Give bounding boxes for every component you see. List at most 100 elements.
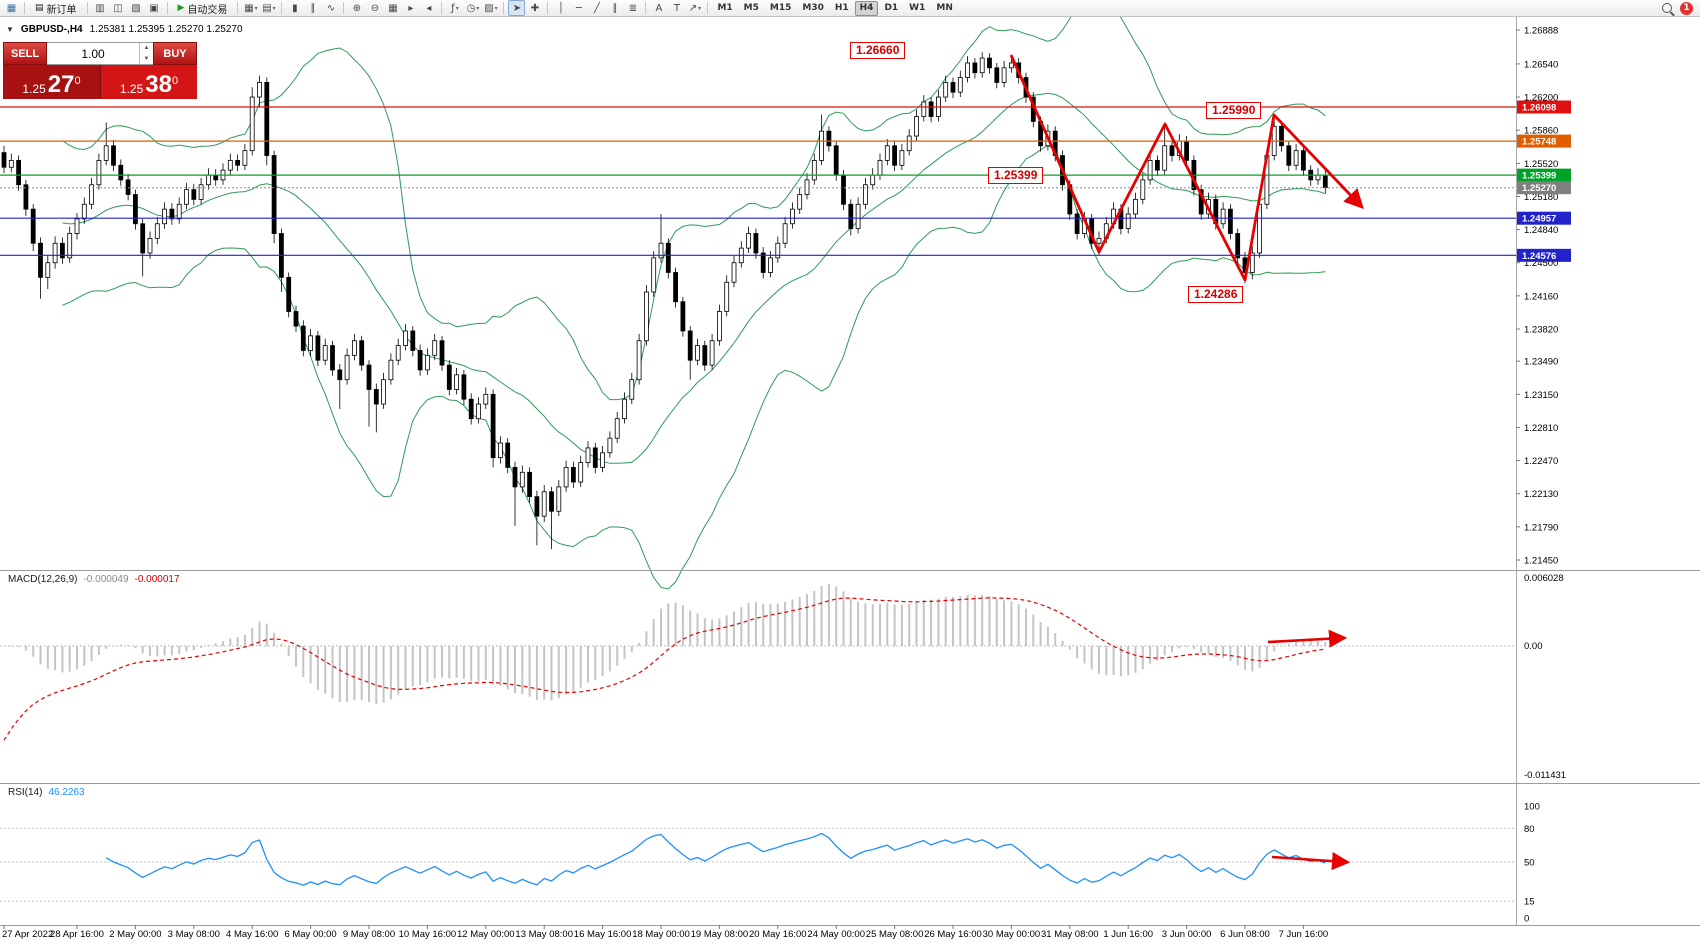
bull-candle bbox=[1096, 237, 1102, 244]
cursor-icon[interactable]: ➤ bbox=[508, 0, 526, 16]
fibonacci-icon[interactable]: ≣ bbox=[624, 0, 641, 16]
tile-windows-icon[interactable]: ▦ bbox=[384, 0, 401, 16]
time-axis-label: 26 May 16:00 bbox=[924, 929, 982, 940]
timeframe-button-w1[interactable]: W1 bbox=[909, 3, 926, 13]
bull-candle bbox=[651, 257, 657, 293]
price-callout[interactable]: 1.24286 bbox=[1188, 286, 1244, 303]
notification-badge[interactable]: 1 bbox=[1680, 1, 1693, 15]
bar-chart-icon[interactable]: ∥ bbox=[304, 0, 321, 16]
rsi-line bbox=[105, 832, 1326, 886]
bear-candle bbox=[848, 203, 854, 230]
time-axis-label: 2 May 00:00 bbox=[109, 929, 161, 940]
price-axis-marker: 1.25748 bbox=[1517, 134, 1571, 148]
price-axis-label: 1.25860 bbox=[1524, 126, 1558, 137]
bear-candle bbox=[30, 208, 36, 244]
line-chart-icon[interactable]: ∿ bbox=[322, 0, 339, 16]
bull-candle bbox=[147, 237, 153, 254]
sell-price-display[interactable]: 1.25 27 0 bbox=[3, 65, 100, 99]
bull-candle bbox=[768, 257, 773, 273]
sell-price-point: 0 bbox=[74, 75, 81, 87]
periods-icon[interactable]: ◷ ▾ bbox=[464, 0, 481, 16]
oneclick-collapse-arrow[interactable]: ▼ bbox=[6, 25, 14, 34]
timeframe-button-m15[interactable]: M15 bbox=[769, 3, 792, 13]
bear-candle bbox=[16, 160, 22, 186]
zoom-out-icon[interactable]: ⊖ bbox=[366, 0, 383, 16]
timeframe-button-mn[interactable]: MN bbox=[936, 3, 953, 13]
volume-decrease-button[interactable]: ▼ bbox=[143, 55, 150, 62]
chart-plot-area[interactable] bbox=[0, 17, 1516, 570]
timeframe-button-d1[interactable]: D1 bbox=[884, 3, 899, 13]
volume-increase-button[interactable]: ▲ bbox=[143, 45, 150, 52]
dropdown-arrow-icon: ▾ bbox=[698, 4, 702, 12]
macd-indicator-label: MACD(12,26,9) -0.000049 -0.000017 bbox=[8, 574, 180, 585]
channel-icon[interactable]: ∥ bbox=[606, 0, 623, 16]
price-callout[interactable]: 1.26660 bbox=[850, 42, 906, 59]
arrows-icon[interactable]: ↗ ▾ bbox=[686, 0, 703, 16]
bear-candle bbox=[315, 335, 321, 361]
auto-trading-button[interactable]: ▶ 自动交易 bbox=[172, 0, 234, 16]
crosshair-icon[interactable]: ✚ bbox=[526, 0, 543, 16]
auto-scroll-icon[interactable]: ▸ bbox=[402, 0, 419, 16]
vertical-line-icon: │ bbox=[557, 2, 564, 14]
bull-candle bbox=[790, 208, 795, 225]
timeframe-button-h4[interactable]: H4 bbox=[854, 0, 879, 16]
volume-input[interactable]: 1.00 bbox=[81, 46, 105, 61]
bull-candle bbox=[622, 398, 627, 420]
price-axis-label: 1.23150 bbox=[1524, 390, 1558, 401]
indicators-icon[interactable]: ƒ ▾ bbox=[446, 0, 463, 16]
timeframe-button-h1[interactable]: H1 bbox=[834, 3, 849, 13]
bear-candle bbox=[994, 67, 1000, 83]
profiles-icon[interactable]: ▤ ▾ bbox=[260, 0, 277, 16]
rsi-trend-arrow[interactable] bbox=[1271, 852, 1351, 871]
text-icon[interactable]: A bbox=[650, 0, 667, 16]
candlestick-chart-icon[interactable]: ▮ bbox=[286, 0, 303, 16]
sell-price-pips: 27 bbox=[47, 71, 75, 98]
bear-candle bbox=[571, 467, 576, 483]
bear-candle bbox=[169, 208, 175, 220]
buy-button[interactable]: BUY bbox=[153, 42, 197, 65]
price-axis-labels: 1.26888 1.26540 1.26200 1.25860 1.25520 1.251… bbox=[1516, 26, 1558, 567]
templates-icon[interactable]: ▨ ▾ bbox=[482, 0, 499, 16]
trendline-icon[interactable]: ╱ bbox=[588, 0, 605, 16]
timeframe-button-m1[interactable]: M1 bbox=[717, 3, 733, 13]
bull-candle bbox=[717, 311, 722, 342]
price-callout[interactable]: 1.25399 bbox=[988, 167, 1044, 184]
bull-candle bbox=[227, 160, 233, 171]
macd-signal-value: -0.000017 bbox=[134, 574, 180, 585]
price-axis[interactable] bbox=[1516, 17, 1576, 925]
vertical-line-icon[interactable]: │ bbox=[552, 0, 569, 16]
text-label-icon[interactable]: T bbox=[668, 0, 685, 16]
navigator-icon[interactable]: ▧ bbox=[128, 0, 145, 16]
horizontal-line-icon[interactable]: ─ bbox=[570, 0, 587, 16]
price-callout[interactable]: 1.25990 bbox=[1206, 102, 1262, 119]
price-axis-label: 1.21450 bbox=[1524, 556, 1558, 567]
bull-candle bbox=[162, 208, 168, 225]
bear-candle bbox=[446, 364, 452, 390]
bull-candle bbox=[176, 203, 182, 220]
chart-shift-icon[interactable]: ◂ bbox=[420, 0, 437, 16]
timeframe-button-m30[interactable]: M30 bbox=[802, 3, 824, 13]
sell-button[interactable]: SELL bbox=[3, 42, 47, 65]
data-window-icon[interactable]: ◫ bbox=[110, 0, 127, 16]
zoom-in-icon[interactable]: ⊕ bbox=[348, 0, 365, 16]
new-order-button[interactable]: ▤ 新订单 bbox=[29, 0, 83, 16]
bull-candle bbox=[906, 135, 912, 152]
market-watch-icon[interactable]: ▥ bbox=[92, 0, 109, 16]
search-icon[interactable] bbox=[1662, 3, 1672, 13]
chart-window-icon[interactable]: ▦ bbox=[3, 0, 20, 16]
macd-trend-arrow[interactable] bbox=[1267, 629, 1348, 648]
price-axis-marker: 1.25270 bbox=[1517, 181, 1571, 195]
price-axis-marker: 1.24957 bbox=[1517, 211, 1571, 225]
bull-candle bbox=[89, 184, 94, 205]
terminal-icon[interactable]: ▣ bbox=[146, 0, 163, 16]
bear-candle bbox=[753, 233, 759, 254]
timeframe-button-m5[interactable]: M5 bbox=[743, 3, 759, 13]
bear-candle bbox=[60, 242, 65, 259]
bull-candle bbox=[1315, 174, 1321, 181]
buy-price-display[interactable]: 1.25 38 0 bbox=[100, 65, 197, 99]
analysis-zigzag-arrow[interactable] bbox=[1009, 54, 1364, 282]
bear-candle bbox=[892, 145, 897, 166]
new-chart-icon[interactable]: ▦ ▾ bbox=[242, 0, 259, 16]
bull-candle bbox=[921, 101, 927, 117]
price-axis-label: 1.22470 bbox=[1524, 456, 1558, 467]
